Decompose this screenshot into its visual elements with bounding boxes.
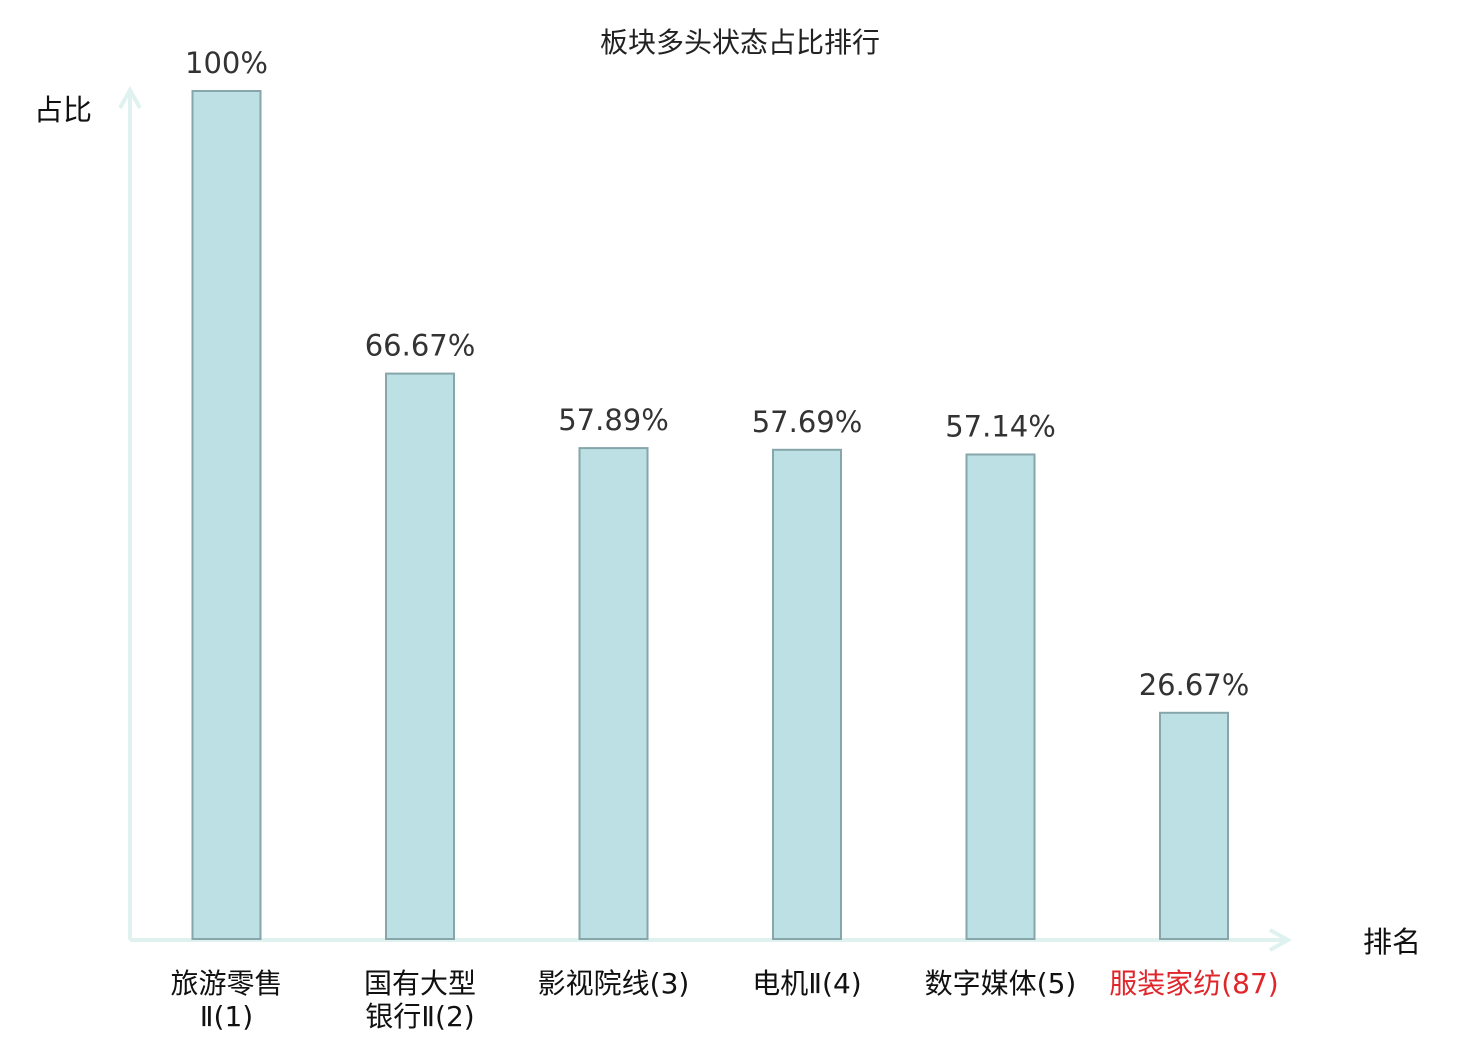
bar [191,90,262,940]
x-tick-label-line: Ⅱ(1) [200,1000,253,1033]
x-tick-label-line: 银行Ⅱ(2) [365,1000,474,1033]
bar-value-label: 26.67% [1139,668,1250,702]
bar [578,447,649,940]
x-tick-label-line: 数字媒体(5) [925,967,1077,1000]
bar [772,448,842,940]
x-tick-label: 影视院线(3) [538,967,690,1000]
x-tick-label-line: 旅游零售 [170,967,282,1000]
bar [965,453,1036,940]
category-labels-group: 旅游零售 Ⅱ(1) 国有大型银行Ⅱ(2) 影视院线(3) 电机Ⅱ(4) 数字媒体(5) 服装… [170,967,1278,1033]
x-tick-label-line: 服装家纺(87) [1109,967,1278,1000]
x-tick-label: 旅游零售 Ⅱ(1) [170,967,282,1033]
x-tick-label: 电机Ⅱ(4) [752,967,861,1000]
bars-group [191,90,1229,941]
x-tick-label: 服装家纺(87) [1109,967,1278,1000]
x-tick-label-line: 国有大型 [364,967,476,1000]
bar-value-label: 100% [185,46,268,80]
axes [118,85,1293,952]
chart-title: 板块多头状态占比排行 [600,26,880,59]
bar [1159,711,1229,940]
x-axis-arrow-icon [1269,928,1293,952]
x-tick-label-line: 电机Ⅱ(4) [752,967,861,1000]
bar-value-label: 57.69% [752,405,863,439]
bar-value-label: 57.14% [945,410,1056,444]
x-tick-label: 数字媒体(5) [925,967,1077,1000]
bar [385,372,455,941]
value-labels-group: 100% 66.67% 57.89% 57.69% 57.14% 26.67% [185,46,1249,702]
bar-value-label: 57.89% [558,403,669,437]
x-axis-title: 排名 [1363,925,1421,959]
bar-value-label: 66.67% [365,329,476,363]
x-tick-label: 国有大型银行Ⅱ(2) [364,967,476,1033]
x-tick-label-line: 影视院线(3) [538,967,690,1000]
y-axis-title: 占比 [34,93,92,127]
y-axis-arrow-icon [118,85,142,109]
